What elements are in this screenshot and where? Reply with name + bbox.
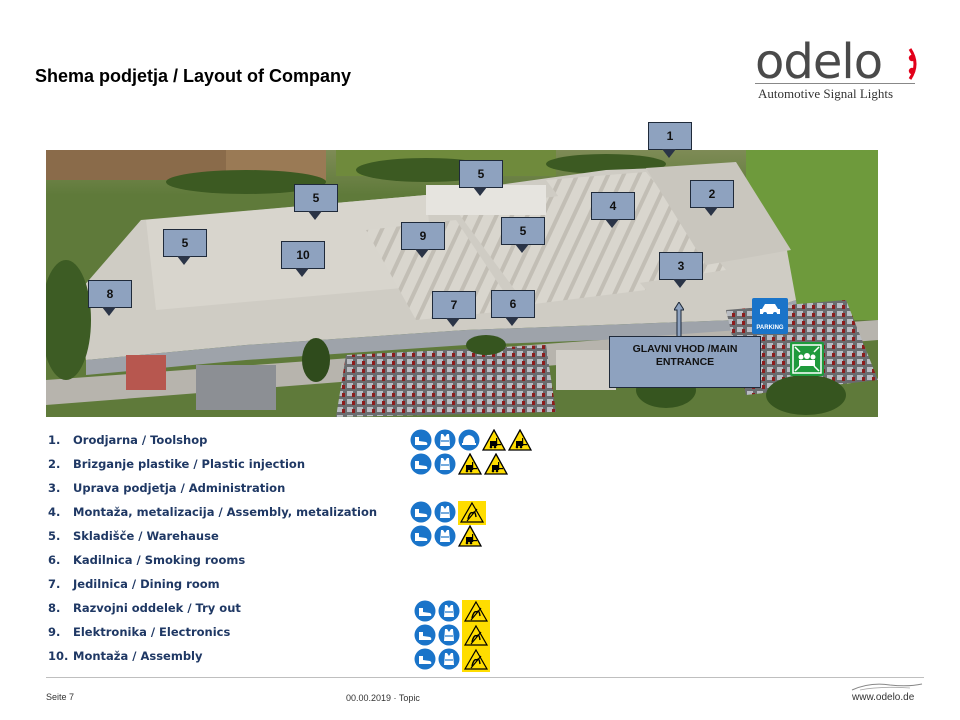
callout-pointer <box>473 187 487 196</box>
legend-text: Jedilnica / Dining room <box>73 577 220 591</box>
safety-shoes-icon <box>410 501 432 528</box>
legend-number: 3. <box>48 481 61 495</box>
esd-warning-icon <box>462 648 490 677</box>
footer-divider <box>46 677 924 678</box>
hard-hat-icon <box>458 429 480 456</box>
esd-warning-icon <box>462 624 490 653</box>
logo-wordmark: odelo <box>755 34 883 90</box>
entrance-arrow-icon <box>674 302 684 338</box>
safety-vest-icon <box>438 648 460 675</box>
footer-page-number: Seite 7 <box>46 692 75 702</box>
safety-vest-icon <box>438 624 460 651</box>
callout-pointer <box>515 244 529 253</box>
callout-pointer <box>605 219 619 228</box>
safety-shoes-icon <box>414 624 436 651</box>
footer-date-topic: 00.00.2019 · Topic <box>346 693 420 703</box>
callout-pointer <box>102 307 116 316</box>
logo-accent-icon <box>908 48 917 80</box>
forklift-warning-icon <box>507 428 533 456</box>
callout-label: 5 <box>459 160 503 188</box>
safety-vest-icon <box>434 501 456 528</box>
entrance-line-2: ENTRANCE <box>655 356 715 368</box>
legend-number: 5. <box>48 529 61 543</box>
logo-tagline: Automotive Signal Lights <box>758 86 894 101</box>
callout-label: 7 <box>432 291 476 319</box>
callout-label: 2 <box>690 180 734 208</box>
legend-number: 10. <box>48 649 69 663</box>
legend-number: 9. <box>48 625 61 639</box>
legend-text: Kadilnica / Smoking rooms <box>73 553 246 567</box>
callout-label: 4 <box>591 192 635 220</box>
legend-number: 7. <box>48 577 61 591</box>
car-swoosh-icon <box>851 683 923 691</box>
logo-rule <box>755 83 915 84</box>
legend-text: Montaža / Assembly <box>73 649 203 663</box>
safety-shoes-icon <box>414 648 436 675</box>
legend-text: Orodjarna / Toolshop <box>73 433 208 447</box>
callout-pointer <box>415 249 429 258</box>
legend-number: 6. <box>48 553 61 567</box>
safety-vest-icon <box>434 429 456 456</box>
parking-label: PARKING <box>756 325 784 331</box>
callout-pointer <box>662 149 676 158</box>
callout-label: 6 <box>491 290 535 318</box>
safety-shoes-icon <box>410 453 432 480</box>
callout-pointer <box>177 256 191 265</box>
assembly-point-icon <box>790 342 824 376</box>
legend-number: 4. <box>48 505 61 519</box>
callout-pointer <box>704 207 718 216</box>
legend-number: 2. <box>48 457 61 471</box>
car-icon <box>760 304 780 316</box>
callout-label: 10 <box>281 241 325 269</box>
esd-warning-icon <box>462 600 490 629</box>
callout-label: 5 <box>294 184 338 212</box>
page-title: Shema podjetja / Layout of Company <box>35 66 352 86</box>
callout-label: 8 <box>88 280 132 308</box>
callout-pointer <box>505 317 519 326</box>
esd-warning-icon <box>458 501 486 530</box>
callout-label: 5 <box>501 217 545 245</box>
legend-number: 8. <box>48 601 61 615</box>
legend-text: Uprava podjetja / Administration <box>73 481 286 495</box>
forklift-warning-icon <box>457 524 483 552</box>
safety-vest-icon <box>434 525 456 552</box>
forklift-warning-icon <box>483 452 509 480</box>
callout-pointer <box>673 279 687 288</box>
legend-text: Montaža, metalizacija / Assembly, metali… <box>73 505 378 519</box>
safety-shoes-icon <box>410 525 432 552</box>
legend-text: Razvojni oddelek / Try out <box>73 601 241 615</box>
forklift-warning-icon <box>481 428 507 456</box>
callout-label: 5 <box>163 229 207 257</box>
callout-label: 9 <box>401 222 445 250</box>
odelo-logo: odelo Automotive Signal Lights <box>755 36 925 106</box>
safety-shoes-icon <box>414 600 436 627</box>
legend-number: 1. <box>48 433 61 447</box>
legend-text: Skladišče / Warehause <box>73 529 219 543</box>
main-entrance-label: GLAVNI VHOD /MAIN ENTRANCE <box>609 336 761 388</box>
legend-text: Elektronika / Electronics <box>73 625 231 639</box>
safety-vest-icon <box>434 453 456 480</box>
parking-sign: PARKING <box>752 298 788 334</box>
safety-vest-icon <box>438 600 460 627</box>
callout-pointer <box>308 211 322 220</box>
legend-text: Brizganje plastike / Plastic injection <box>73 457 306 471</box>
callout-label: 1 <box>648 122 692 150</box>
entrance-line-1: GLAVNI VHOD /MAIN <box>632 343 738 355</box>
callout-label: 3 <box>659 252 703 280</box>
callout-pointer <box>446 318 460 327</box>
safety-shoes-icon <box>410 429 432 456</box>
footer-website: www.odelo.de <box>852 692 915 703</box>
forklift-warning-icon <box>457 452 483 480</box>
callout-pointer <box>295 268 309 277</box>
